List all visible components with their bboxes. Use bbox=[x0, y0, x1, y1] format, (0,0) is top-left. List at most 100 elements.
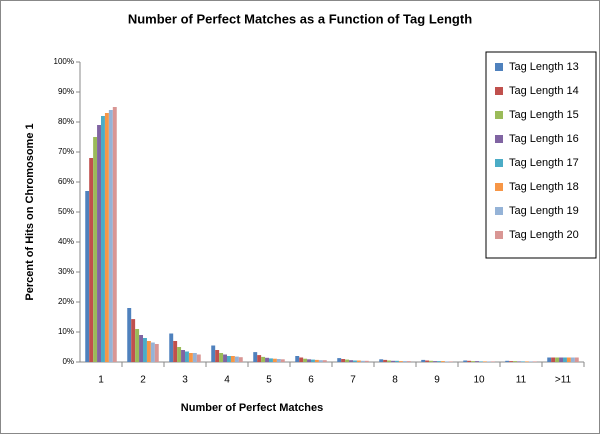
bar bbox=[173, 341, 178, 362]
bar bbox=[223, 354, 227, 362]
bar bbox=[322, 360, 327, 362]
y-tick-label: 0% bbox=[62, 357, 74, 366]
bar bbox=[314, 359, 319, 362]
bar bbox=[353, 360, 357, 362]
bar bbox=[211, 345, 216, 362]
bar bbox=[177, 347, 182, 362]
bar bbox=[299, 357, 304, 362]
x-tick-label: 5 bbox=[266, 375, 272, 386]
bar bbox=[471, 361, 476, 362]
bar bbox=[387, 360, 392, 362]
x-tick-label: 3 bbox=[182, 375, 188, 386]
bar bbox=[146, 341, 151, 362]
bar bbox=[337, 358, 342, 362]
y-tick-label: 60% bbox=[58, 177, 74, 186]
y-tick-label: 30% bbox=[58, 267, 74, 276]
bar bbox=[257, 355, 262, 362]
legend-label: Tag Length 17 bbox=[509, 157, 579, 169]
bar bbox=[547, 357, 552, 362]
legend-label: Tag Length 16 bbox=[509, 133, 579, 145]
bar bbox=[551, 357, 556, 362]
bar bbox=[486, 361, 491, 362]
bar bbox=[127, 308, 132, 362]
bar bbox=[303, 358, 308, 362]
bar bbox=[490, 361, 495, 362]
bar bbox=[192, 353, 197, 362]
x-tick-label: 1 bbox=[98, 375, 104, 386]
bar bbox=[196, 354, 201, 362]
bar bbox=[356, 360, 361, 362]
y-tick-label: 20% bbox=[58, 297, 74, 306]
bar bbox=[421, 359, 426, 362]
bar bbox=[395, 360, 399, 362]
bar bbox=[311, 359, 315, 362]
bar bbox=[482, 361, 487, 362]
bar bbox=[185, 351, 189, 362]
bar bbox=[93, 137, 98, 362]
bar bbox=[345, 359, 350, 362]
legend-swatch bbox=[495, 207, 503, 215]
bar bbox=[154, 344, 159, 362]
bar bbox=[509, 361, 514, 362]
bar bbox=[269, 358, 273, 362]
bar bbox=[429, 360, 434, 362]
bar bbox=[253, 352, 258, 362]
bar bbox=[402, 361, 407, 362]
x-tick-label: 7 bbox=[350, 375, 356, 386]
bar bbox=[444, 361, 449, 362]
bar bbox=[261, 356, 266, 362]
bar bbox=[433, 361, 437, 362]
bar bbox=[532, 361, 537, 362]
y-axis-title: Percent of Hits on Chromosome 1 bbox=[24, 123, 36, 300]
legend-swatch bbox=[495, 111, 503, 119]
bar bbox=[143, 338, 147, 362]
bar bbox=[425, 360, 430, 362]
legend-label: Tag Length 13 bbox=[509, 61, 579, 73]
bar bbox=[89, 158, 94, 362]
legend-box bbox=[485, 51, 597, 259]
bar bbox=[391, 360, 395, 362]
bar bbox=[272, 358, 277, 362]
x-tick-label: >11 bbox=[555, 375, 572, 386]
legend-swatch bbox=[495, 183, 503, 191]
legend-swatch bbox=[495, 63, 503, 71]
bar bbox=[227, 356, 231, 362]
bar bbox=[379, 359, 384, 362]
bar bbox=[406, 361, 411, 362]
bar bbox=[563, 357, 567, 362]
x-tick-label: 2 bbox=[140, 375, 146, 386]
bar bbox=[467, 360, 472, 362]
bar bbox=[521, 361, 525, 362]
bar bbox=[398, 361, 403, 362]
bar bbox=[383, 359, 388, 362]
bar bbox=[108, 110, 113, 362]
bar bbox=[181, 350, 185, 362]
legend-swatch bbox=[495, 135, 503, 143]
legend-swatch bbox=[495, 87, 503, 95]
y-tick-label: 100% bbox=[54, 57, 74, 66]
bar bbox=[112, 107, 117, 362]
bar bbox=[276, 359, 281, 362]
bar bbox=[169, 333, 174, 362]
bar bbox=[349, 360, 353, 362]
bar bbox=[234, 356, 239, 362]
bar bbox=[219, 353, 224, 362]
bar bbox=[295, 356, 300, 362]
bar bbox=[318, 360, 323, 362]
legend-swatch bbox=[495, 159, 503, 167]
legend-label: Tag Length 15 bbox=[509, 109, 579, 121]
bar bbox=[238, 357, 243, 362]
y-tick-label: 50% bbox=[58, 207, 74, 216]
legend-label: Tag Length 19 bbox=[509, 205, 579, 217]
bar bbox=[570, 357, 575, 362]
bar bbox=[513, 361, 518, 362]
bar bbox=[135, 329, 140, 362]
y-tick-label: 40% bbox=[58, 237, 74, 246]
y-tick-label: 70% bbox=[58, 147, 74, 156]
bar bbox=[265, 357, 269, 362]
bar bbox=[307, 359, 311, 362]
bar bbox=[150, 342, 155, 362]
bar bbox=[280, 359, 285, 362]
bar bbox=[448, 361, 453, 362]
